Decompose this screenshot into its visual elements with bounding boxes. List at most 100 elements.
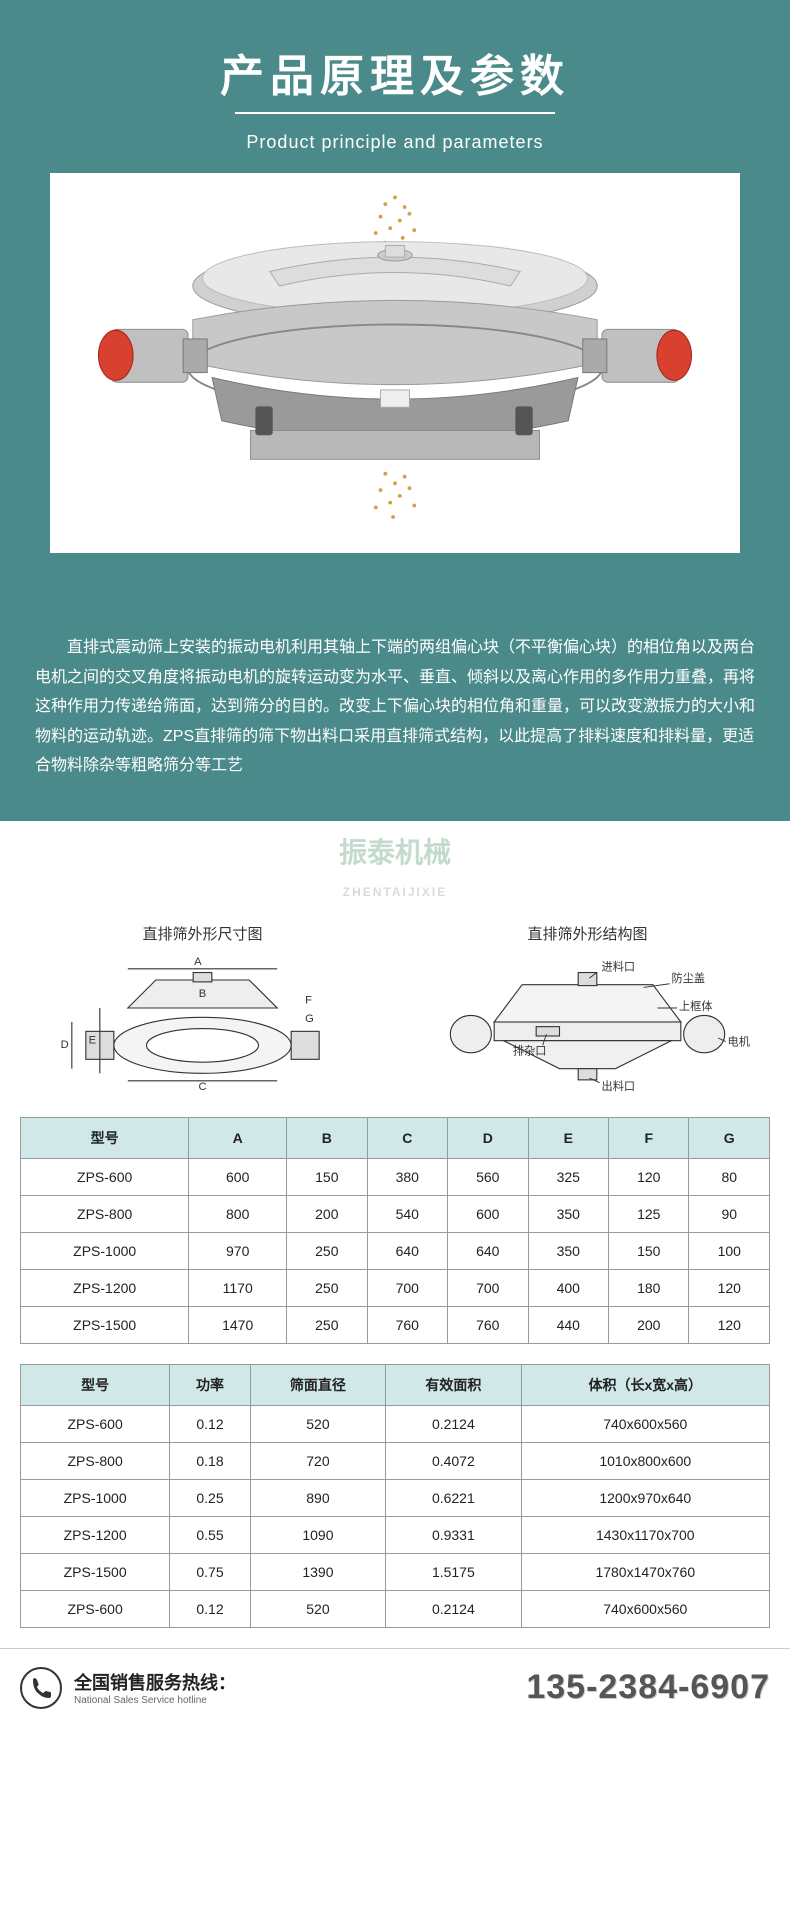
- table-cell: ZPS-1200: [21, 1269, 189, 1306]
- table-cell: 120: [689, 1306, 770, 1343]
- table-cell: 0.6221: [386, 1479, 521, 1516]
- diagram-dimensions: 直排筛外形尺寸图 A B E D C F G: [20, 923, 385, 1097]
- table-header: G: [689, 1117, 770, 1158]
- table-cell: 150: [287, 1158, 367, 1195]
- table-header: 型号: [21, 1117, 189, 1158]
- table-cell: 380: [367, 1158, 447, 1195]
- table-header: B: [287, 1117, 367, 1158]
- table-cell: 0.2124: [386, 1590, 521, 1627]
- table-cell: 520: [250, 1590, 385, 1627]
- table-cell: 0.75: [170, 1553, 250, 1590]
- table-cell: ZPS-800: [21, 1442, 170, 1479]
- table-cell: ZPS-600: [21, 1405, 170, 1442]
- table-cell: 250: [287, 1269, 367, 1306]
- table-header: D: [448, 1117, 528, 1158]
- table-header: C: [367, 1117, 447, 1158]
- table-header: 筛面直径: [250, 1364, 385, 1405]
- table-cell: 400: [528, 1269, 608, 1306]
- table-cell: 0.12: [170, 1590, 250, 1627]
- table-header: E: [528, 1117, 608, 1158]
- table-header: A: [189, 1117, 287, 1158]
- dimensions-table: 型号ABCDEFG ZPS-60060015038056032512080ZPS…: [20, 1117, 770, 1344]
- table-cell: 0.55: [170, 1516, 250, 1553]
- diagrams-row: 直排筛外形尺寸图 A B E D C F G: [0, 913, 790, 1117]
- table-cell: 1090: [250, 1516, 385, 1553]
- table-cell: 250: [287, 1232, 367, 1269]
- table-cell: 250: [287, 1306, 367, 1343]
- table-header: F: [609, 1117, 689, 1158]
- table-cell: 540: [367, 1195, 447, 1232]
- svg-text:防尘盖: 防尘盖: [672, 971, 706, 985]
- table-cell: ZPS-1500: [21, 1306, 189, 1343]
- table-cell: 1470: [189, 1306, 287, 1343]
- table-row: ZPS-8000.187200.40721010x800x600: [21, 1442, 770, 1479]
- table-cell: 200: [609, 1306, 689, 1343]
- table-cell: 0.25: [170, 1479, 250, 1516]
- table-row: ZPS-6000.125200.2124740x600x560: [21, 1590, 770, 1627]
- table-cell: 0.4072: [386, 1442, 521, 1479]
- table-row: ZPS-15000.7513901.51751780x1470x760: [21, 1553, 770, 1590]
- product-image: [50, 173, 740, 553]
- table-cell: 80: [689, 1158, 770, 1195]
- table-cell: 760: [448, 1306, 528, 1343]
- table-cell: 350: [528, 1232, 608, 1269]
- table-cell: 1170: [189, 1269, 287, 1306]
- diagram-left-title: 直排筛外形尺寸图: [20, 923, 385, 944]
- table-cell: 0.9331: [386, 1516, 521, 1553]
- table-cell: 440: [528, 1306, 608, 1343]
- table-cell: ZPS-1200: [21, 1516, 170, 1553]
- table-cell: 100: [689, 1232, 770, 1269]
- table-cell: 800: [189, 1195, 287, 1232]
- table-cell: 0.2124: [386, 1405, 521, 1442]
- svg-text:C: C: [198, 1081, 206, 1092]
- table-cell: 1.5175: [386, 1553, 521, 1590]
- diagram-right-title: 直排筛外形结构图: [405, 923, 770, 944]
- table-row: ZPS-6000.125200.2124740x600x560: [21, 1405, 770, 1442]
- table-cell: 325: [528, 1158, 608, 1195]
- specs-table: 型号功率筛面直径有效面积体积（长x宽x高） ZPS-6000.125200.21…: [20, 1364, 770, 1628]
- table-cell: 740x600x560: [521, 1405, 769, 1442]
- hotline-label-block: 全国销售服务热线： National Sales Service hotline: [74, 1669, 236, 1706]
- table-cell: ZPS-1500: [21, 1553, 170, 1590]
- table-cell: 90: [689, 1195, 770, 1232]
- table-cell: 1430x1170x700: [521, 1516, 769, 1553]
- table-cell: 0.18: [170, 1442, 250, 1479]
- watermark-main: 振泰机械: [339, 837, 451, 868]
- svg-text:F: F: [305, 994, 312, 1006]
- svg-text:上框体: 上框体: [679, 999, 713, 1013]
- table-cell: 740x600x560: [521, 1590, 769, 1627]
- table-row: ZPS-12000.5510900.93311430x1170x700: [21, 1516, 770, 1553]
- svg-text:排杂口: 排杂口: [513, 1044, 547, 1058]
- hotline-bar: 全国销售服务热线： National Sales Service hotline…: [0, 1648, 790, 1727]
- table-cell: ZPS-600: [21, 1590, 170, 1627]
- svg-text:E: E: [89, 1034, 96, 1046]
- hero-title: 产品原理及参数: [20, 40, 770, 104]
- table-row: ZPS-80080020054060035012590: [21, 1195, 770, 1232]
- table-cell: 720: [250, 1442, 385, 1479]
- hotline-number: 135-2384-6907: [248, 1668, 770, 1707]
- svg-text:B: B: [199, 988, 206, 1000]
- table-cell: ZPS-1000: [21, 1232, 189, 1269]
- table-cell: 970: [189, 1232, 287, 1269]
- table-cell: 1010x800x600: [521, 1442, 769, 1479]
- watermark-sub: ZHENTAIJIXIE: [343, 885, 447, 899]
- table-cell: 1200x970x640: [521, 1479, 769, 1516]
- table-row: ZPS-60060015038056032512080: [21, 1158, 770, 1195]
- table-cell: 120: [689, 1269, 770, 1306]
- table-header: 有效面积: [386, 1364, 521, 1405]
- svg-text:出料口: 出料口: [602, 1079, 636, 1092]
- table-cell: 180: [609, 1269, 689, 1306]
- table-cell: 640: [448, 1232, 528, 1269]
- table-header: 体积（长x宽x高）: [521, 1364, 769, 1405]
- table-cell: 0.12: [170, 1405, 250, 1442]
- watermark: 振泰机械 ZHENTAIJIXIE: [0, 821, 790, 913]
- table-cell: 760: [367, 1306, 447, 1343]
- table-row: ZPS-1000970250640640350150100: [21, 1232, 770, 1269]
- table-row: ZPS-15001470250760760440200120: [21, 1306, 770, 1343]
- svg-text:D: D: [61, 1039, 69, 1051]
- table-cell: ZPS-600: [21, 1158, 189, 1195]
- table-cell: 640: [367, 1232, 447, 1269]
- svg-text:A: A: [194, 956, 202, 968]
- diagram-structure: 直排筛外形结构图 进料口 防尘盖 上框体 排杂口 出: [405, 923, 770, 1097]
- hero-subtitle: Product principle and parameters: [20, 132, 770, 153]
